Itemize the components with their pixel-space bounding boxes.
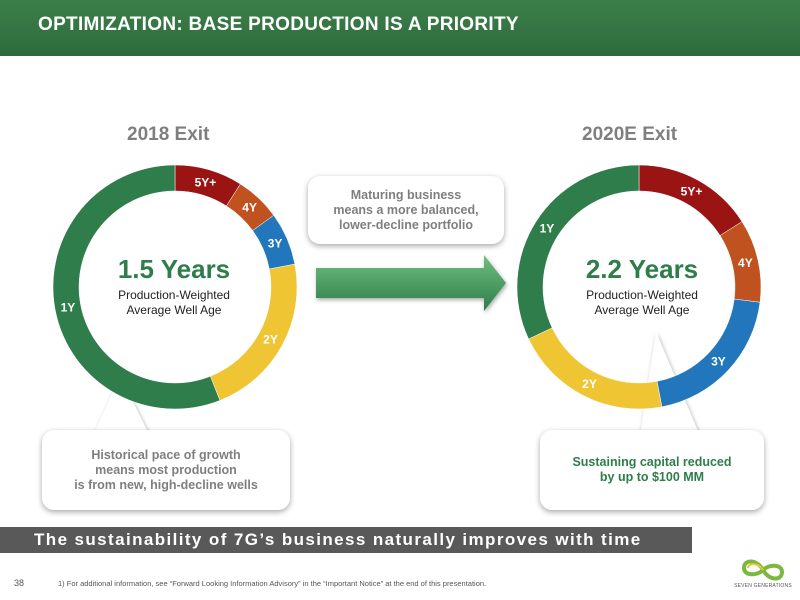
slice-label: 4Y <box>738 256 753 270</box>
callout-left-pointer <box>93 376 150 436</box>
footnote: 1) For additional information, see “Forw… <box>58 579 487 588</box>
center-label-2018: Production-Weighted Average Well Age <box>118 288 230 317</box>
slice-5yplus <box>638 164 743 236</box>
center-label-2020: Production-Weighted Average Well Age <box>586 288 698 317</box>
summary-banner: The sustainability of 7G’s business natu… <box>0 527 692 553</box>
slice-label: 5Y+ <box>195 175 217 189</box>
center-value-2018: 1.5 Years <box>117 254 231 284</box>
slice-1y <box>516 164 640 340</box>
slice-label: 5Y+ <box>681 184 703 198</box>
slice-2y <box>528 327 663 410</box>
company-logo <box>741 559 785 581</box>
logo-text: SEVEN GENERATIONS <box>734 583 792 589</box>
slice-1y <box>52 164 221 410</box>
slice-label: 3Y <box>268 237 283 251</box>
slice-label: 1Y <box>540 222 555 236</box>
callout-sustaining-capital: Sustaining capital reduced by up to $100… <box>540 430 764 510</box>
slice-label: 4Y <box>242 201 257 215</box>
chart-title-2020: 2020E Exit <box>582 124 678 145</box>
slice-label: 1Y <box>61 300 76 314</box>
center-value-2020: 2.2 Years <box>585 254 699 284</box>
page-title: OPTIMIZATION: BASE PRODUCTION IS A PRIOR… <box>38 14 519 35</box>
page-number: 38 <box>14 578 25 588</box>
transition-arrow <box>316 255 506 311</box>
banner-text: The sustainability of 7G’s business natu… <box>34 530 642 549</box>
slice-label: 2Y <box>582 377 597 391</box>
header-bar: OPTIMIZATION: BASE PRODUCTION IS A PRIOR… <box>0 0 800 56</box>
donut-2020: 5Y+ 4Y 3Y 2Y 1Y <box>516 164 762 410</box>
callout-maturing-business: Maturing business means a more balanced,… <box>308 176 504 244</box>
slice-label: 3Y <box>711 355 726 369</box>
slice-label: 2Y <box>263 333 278 347</box>
callout-historical-growth: Historical pace of growth means most pro… <box>42 430 290 510</box>
donut-2018: 5Y+ 4Y 3Y 2Y 1Y <box>52 164 298 410</box>
chart-title-2018: 2018 Exit <box>127 124 210 145</box>
